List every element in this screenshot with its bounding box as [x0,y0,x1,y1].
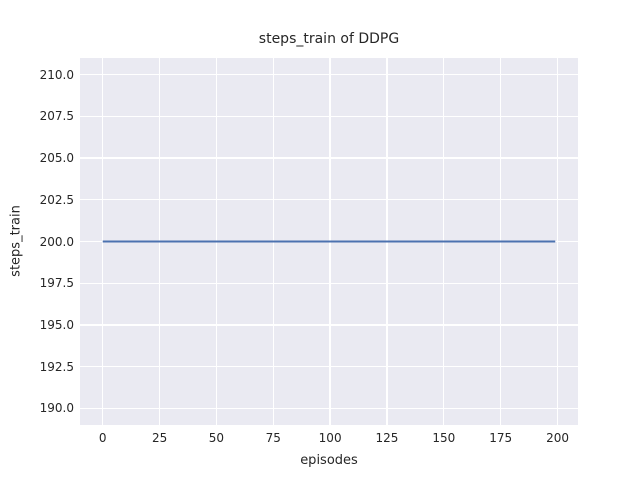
h-gridline [80,115,578,118]
x-tick-label: 75 [265,431,281,445]
h-gridline [80,324,578,326]
y-tick-label: 202.5 [39,192,74,207]
h-gridline [80,199,578,201]
y-tick-label: 205.0 [39,151,74,166]
x-tick-label: 150 [432,431,456,445]
x-tick-label: 200 [546,431,569,445]
x-axis-label: episodes [300,453,358,468]
y-tick-label: 207.5 [39,109,74,124]
x-tick-label: 0 [98,431,107,445]
h-gridline [80,407,578,409]
x-tick-label: 50 [208,431,225,445]
y-tick-label: 192.5 [39,359,74,374]
h-gridline [80,74,578,76]
series-layer [102,240,556,243]
chart-title: steps_train of DDPG [258,31,400,47]
x-tick-label: 100 [318,431,342,445]
h-gridline [80,365,578,368]
h-gridline [80,157,578,159]
x-tick-label: 175 [489,431,513,445]
v-gridline [102,58,104,425]
y-tick-label: 195.0 [39,317,74,332]
y-tick-label: 200.0 [39,234,74,249]
h-gridline [80,282,578,284]
plot-area [80,58,578,425]
x-tick-label: 25 [151,431,168,445]
y-tick-label: 197.5 [39,276,74,291]
x-tick-label: 125 [375,431,399,445]
y-tick-label: 210.0 [39,67,74,82]
v-gridline [556,58,559,425]
y-tick-label: 190.0 [39,401,74,416]
